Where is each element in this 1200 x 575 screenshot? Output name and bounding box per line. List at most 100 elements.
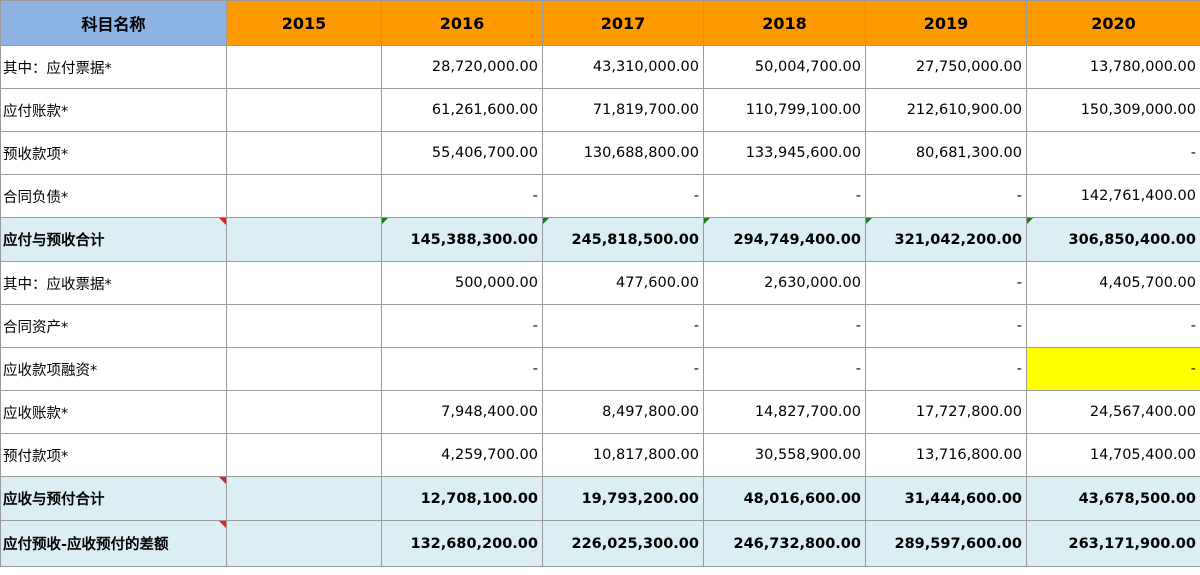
header-item-name[interactable]: 科目名称 xyxy=(0,0,227,46)
table-row: 应付预收-应收预付的差额 132,680,200.00 226,025,300.00… xyxy=(0,520,1200,567)
header-year-2018[interactable]: 2018 xyxy=(703,0,866,46)
value-cell[interactable] xyxy=(226,304,382,348)
value-cell[interactable]: 48,016,600.00 xyxy=(703,476,866,521)
value-cell[interactable]: 71,819,700.00 xyxy=(542,88,704,132)
value-cell[interactable]: 13,780,000.00 xyxy=(1026,45,1200,89)
table-row: 其中：应收票据* 500,000.00 477,600.00 2,630,000.00… xyxy=(0,261,1200,305)
value-cell[interactable]: - xyxy=(703,347,866,391)
table-row: 应付账款* 61,261,600.00 71,819,700.00 110,799,1… xyxy=(0,88,1200,132)
value-cell[interactable]: 14,705,400.00 xyxy=(1026,433,1200,477)
value-cell[interactable]: - xyxy=(865,174,1027,218)
row-label-cell[interactable]: 预收款项* xyxy=(0,131,227,175)
value-cell[interactable]: - xyxy=(703,304,866,348)
value-cell[interactable]: 7,948,400.00 xyxy=(381,390,543,434)
row-label-cell[interactable]: 应付账款* xyxy=(0,88,227,132)
table-row: 应付与预收合计 145,388,300.00 245,818,500.00 294,7… xyxy=(0,217,1200,262)
value-cell[interactable]: - xyxy=(542,174,704,218)
value-cell[interactable]: - xyxy=(1026,131,1200,175)
value-cell[interactable] xyxy=(226,88,382,132)
value-cell[interactable] xyxy=(226,347,382,391)
header-year-2017[interactable]: 2017 xyxy=(542,0,704,46)
value-cell[interactable]: 263,171,900.00 xyxy=(1026,520,1200,567)
value-cell[interactable]: - xyxy=(1026,304,1200,348)
value-cell[interactable] xyxy=(226,45,382,89)
table-row: 合同资产* - - - - - xyxy=(0,304,1200,348)
value-cell[interactable]: 4,405,700.00 xyxy=(1026,261,1200,305)
row-label-cell[interactable]: 合同资产* xyxy=(0,304,227,348)
value-cell[interactable]: 294,749,400.00 xyxy=(703,217,866,262)
row-label-cell[interactable]: 应收与预付合计 xyxy=(0,476,227,521)
value-cell[interactable] xyxy=(226,261,382,305)
value-cell[interactable]: - xyxy=(703,174,866,218)
value-cell[interactable]: 61,261,600.00 xyxy=(381,88,543,132)
table-row: 应收与预付合计 12,708,100.00 19,793,200.00 48,016,… xyxy=(0,476,1200,521)
row-label-cell[interactable]: 预付款项* xyxy=(0,433,227,477)
value-cell[interactable]: 50,004,700.00 xyxy=(703,45,866,89)
value-cell[interactable]: 10,817,800.00 xyxy=(542,433,704,477)
header-year-2016[interactable]: 2016 xyxy=(381,0,543,46)
value-cell[interactable]: - xyxy=(1026,347,1200,391)
value-cell[interactable]: - xyxy=(381,347,543,391)
value-cell[interactable]: 130,688,800.00 xyxy=(542,131,704,175)
value-cell[interactable] xyxy=(226,390,382,434)
header-year-2019[interactable]: 2019 xyxy=(865,0,1027,46)
value-cell[interactable]: 55,406,700.00 xyxy=(381,131,543,175)
value-cell[interactable]: - xyxy=(865,304,1027,348)
value-cell[interactable] xyxy=(226,217,382,262)
value-cell[interactable]: 306,850,400.00 xyxy=(1026,217,1200,262)
value-cell[interactable]: 132,680,200.00 xyxy=(381,520,543,567)
value-cell[interactable]: 17,727,800.00 xyxy=(865,390,1027,434)
header-year-2015[interactable]: 2015 xyxy=(226,0,382,46)
row-label-cell[interactable]: 其中：应收票据* xyxy=(0,261,227,305)
table-row: 合同负债* - - - -142,761,400.00 xyxy=(0,174,1200,218)
value-cell[interactable]: - xyxy=(542,304,704,348)
value-cell[interactable]: 12,708,100.00 xyxy=(381,476,543,521)
value-cell[interactable]: 28,720,000.00 xyxy=(381,45,543,89)
value-cell[interactable]: 30,558,900.00 xyxy=(703,433,866,477)
value-cell[interactable]: 31,444,600.00 xyxy=(865,476,1027,521)
value-cell[interactable] xyxy=(226,476,382,521)
value-cell[interactable]: 212,610,900.00 xyxy=(865,88,1027,132)
value-cell[interactable]: - xyxy=(542,347,704,391)
value-cell[interactable]: 27,750,000.00 xyxy=(865,45,1027,89)
value-cell[interactable]: 226,025,300.00 xyxy=(542,520,704,567)
value-cell[interactable]: 145,388,300.00 xyxy=(381,217,543,262)
value-cell[interactable]: - xyxy=(865,347,1027,391)
value-cell[interactable]: 477,600.00 xyxy=(542,261,704,305)
value-cell[interactable] xyxy=(226,131,382,175)
value-cell[interactable]: 133,945,600.00 xyxy=(703,131,866,175)
header-year-2020[interactable]: 2020 xyxy=(1026,0,1200,46)
value-cell[interactable]: 321,042,200.00 xyxy=(865,217,1027,262)
value-cell[interactable]: 142,761,400.00 xyxy=(1026,174,1200,218)
value-cell[interactable]: 43,310,000.00 xyxy=(542,45,704,89)
value-cell[interactable]: - xyxy=(381,304,543,348)
value-cell[interactable]: 14,827,700.00 xyxy=(703,390,866,434)
value-cell[interactable]: 246,732,800.00 xyxy=(703,520,866,567)
row-label-cell[interactable]: 应收账款* xyxy=(0,390,227,434)
value-cell[interactable]: 2,630,000.00 xyxy=(703,261,866,305)
value-cell[interactable]: 150,309,000.00 xyxy=(1026,88,1200,132)
value-cell[interactable] xyxy=(226,433,382,477)
value-cell[interactable]: - xyxy=(381,174,543,218)
value-cell[interactable]: 80,681,300.00 xyxy=(865,131,1027,175)
table-row: 预收款项* 55,406,700.00 130,688,800.00 133,945,… xyxy=(0,131,1200,175)
value-cell[interactable]: 13,716,800.00 xyxy=(865,433,1027,477)
row-label-cell[interactable]: 其中：应付票据* xyxy=(0,45,227,89)
value-cell[interactable]: 289,597,600.00 xyxy=(865,520,1027,567)
value-cell[interactable]: 24,567,400.00 xyxy=(1026,390,1200,434)
value-cell[interactable] xyxy=(226,520,382,567)
value-cell[interactable]: 110,799,100.00 xyxy=(703,88,866,132)
row-label-cell[interactable]: 应收款项融资* xyxy=(0,347,227,391)
value-cell[interactable]: - xyxy=(865,261,1027,305)
value-cell[interactable]: 4,259,700.00 xyxy=(381,433,543,477)
table-row: 应收款项融资* - - - - - xyxy=(0,347,1200,391)
value-cell[interactable]: 500,000.00 xyxy=(381,261,543,305)
row-label-cell[interactable]: 合同负债* xyxy=(0,174,227,218)
value-cell[interactable]: 245,818,500.00 xyxy=(542,217,704,262)
row-label-cell[interactable]: 应付与预收合计 xyxy=(0,217,227,262)
value-cell[interactable]: 19,793,200.00 xyxy=(542,476,704,521)
value-cell[interactable] xyxy=(226,174,382,218)
row-label-cell[interactable]: 应付预收-应收预付的差额 xyxy=(0,520,227,567)
value-cell[interactable]: 8,497,800.00 xyxy=(542,390,704,434)
value-cell[interactable]: 43,678,500.00 xyxy=(1026,476,1200,521)
